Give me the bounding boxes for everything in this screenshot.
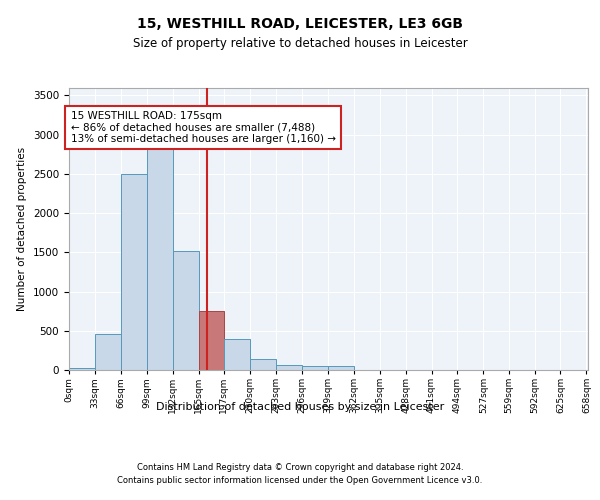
- Bar: [250, 360, 276, 370]
- Bar: [121, 174, 147, 370]
- Text: Contains public sector information licensed under the Open Government Licence v3: Contains public sector information licen…: [118, 476, 482, 485]
- Bar: [173, 250, 199, 370]
- Bar: [147, 148, 173, 370]
- Text: Distribution of detached houses by size in Leicester: Distribution of detached houses by size …: [156, 402, 444, 412]
- Bar: [276, 364, 302, 370]
- Y-axis label: Number of detached properties: Number of detached properties: [17, 146, 28, 311]
- Bar: [302, 366, 328, 370]
- Bar: [224, 340, 250, 370]
- Bar: [328, 366, 353, 370]
- Text: 15 WESTHILL ROAD: 175sqm
← 86% of detached houses are smaller (7,488)
13% of sem: 15 WESTHILL ROAD: 175sqm ← 86% of detach…: [71, 111, 335, 144]
- Bar: [69, 368, 95, 370]
- Bar: [199, 311, 224, 370]
- Text: Contains HM Land Registry data © Crown copyright and database right 2024.: Contains HM Land Registry data © Crown c…: [137, 462, 463, 471]
- Bar: [95, 334, 121, 370]
- Text: Size of property relative to detached houses in Leicester: Size of property relative to detached ho…: [133, 38, 467, 51]
- Text: 15, WESTHILL ROAD, LEICESTER, LE3 6GB: 15, WESTHILL ROAD, LEICESTER, LE3 6GB: [137, 18, 463, 32]
